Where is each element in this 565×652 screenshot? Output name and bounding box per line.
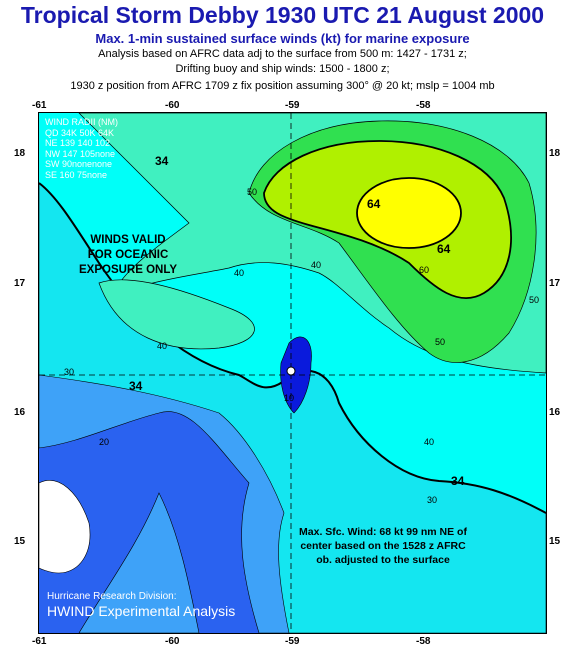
- subtitle: Max. 1-min sustained surface winds (kt) …: [95, 31, 470, 46]
- note-line: center based on the 1528 z AFRC: [300, 540, 466, 552]
- lon-top-tick: -60: [165, 100, 180, 111]
- contour-label: 50: [247, 187, 257, 197]
- contour-label: 10: [284, 393, 294, 403]
- no-data-area: [39, 480, 91, 574]
- credit-line1: Hurricane Research Division:: [47, 591, 177, 602]
- band-40-west: [98, 279, 255, 350]
- oceanic-exposure-note: WINDS VALID FOR OCEANIC EXPOSURE ONLY: [63, 233, 193, 278]
- position-note: 1930 z position from AFRC 1709 z fix pos…: [70, 80, 495, 92]
- contour-label: 30: [64, 367, 74, 377]
- note-line: FOR OCEANIC: [87, 249, 169, 261]
- lat-right-tick: 16: [549, 407, 561, 418]
- band-20-30-south: [78, 492, 200, 633]
- contour-label: 40: [157, 341, 167, 351]
- lon-top-tick: -61: [32, 100, 47, 111]
- wind-contour-field: 34 34 34 64 64 50 50 50 60 40 40 40 40 3…: [39, 113, 546, 633]
- lat-right-tick: 15: [549, 536, 561, 547]
- credit-line2: HWIND Experimental Analysis: [47, 603, 236, 619]
- contour-label: 60: [419, 265, 429, 275]
- wind-radii-row: NW 147 105none: [45, 148, 116, 159]
- lon-top-tick: -59: [285, 100, 300, 111]
- contour-label: 34: [129, 379, 143, 393]
- contour-label: 40: [424, 437, 434, 447]
- wind-radii-cols: QD 34K 50K 64K: [45, 127, 115, 138]
- note-line: ob. adjusted to the surface: [316, 554, 450, 566]
- wind-radii-row: NE 139 140 102: [45, 138, 111, 148]
- wind-radii-row: SE 160 75none: [45, 169, 108, 180]
- max-wind-note: Max. Sfc. Wind: 68 kt 99 nm NE of center…: [283, 525, 483, 567]
- wind-radii-row: SW 90nonenone: [45, 159, 113, 169]
- contour-label: 40: [234, 268, 244, 278]
- contour-label: 50: [529, 295, 539, 305]
- lat-left-tick: 18: [14, 148, 26, 159]
- lon-top-tick: -58: [416, 100, 431, 111]
- buoy-note: Drifting buoy and ship winds: 1500 - 180…: [175, 63, 390, 75]
- contour-label: 34: [451, 474, 465, 488]
- lon-bottom-tick: -58: [416, 636, 431, 647]
- band-64-core: [356, 177, 462, 249]
- lon-bottom-tick: -59: [285, 636, 300, 647]
- contour-label: 20: [99, 437, 109, 447]
- contour-label: 64: [437, 242, 451, 256]
- contour-label: 34: [155, 154, 169, 168]
- contour-label: 50: [435, 337, 445, 347]
- lon-bottom-tick: -60: [165, 636, 180, 647]
- lat-right-tick: 18: [549, 148, 561, 159]
- lat-right-tick: 17: [549, 278, 561, 289]
- contour-label: 40: [311, 260, 321, 270]
- lat-left-tick: 17: [14, 278, 26, 289]
- note-line: EXPOSURE ONLY: [79, 264, 177, 276]
- lon-bottom-tick: -61: [32, 636, 47, 647]
- wind-field-map: 34 34 34 64 64 50 50 50 60 40 40 40 40 3…: [38, 112, 547, 634]
- wind-radii-header: WIND RADII (NM): [45, 117, 118, 127]
- contour-label: 30: [427, 495, 437, 505]
- note-line: WINDS VALID: [90, 234, 166, 246]
- contour-label: 64: [367, 197, 381, 211]
- wind-radii-table: WIND RADII (NM) QD 34K 50K 64K NE 139 14…: [45, 117, 118, 180]
- lat-left-tick: 16: [14, 407, 26, 418]
- band-lt10: [280, 336, 312, 414]
- note-line: Max. Sfc. Wind: 68 kt 99 nm NE of: [299, 526, 467, 538]
- lat-left-tick: 15: [14, 536, 26, 547]
- page-title: Tropical Storm Debby 1930 UTC 21 August …: [20, 2, 545, 28]
- analysis-note: Analysis based on AFRC data adj to the s…: [98, 48, 467, 60]
- storm-center-marker: [286, 366, 296, 376]
